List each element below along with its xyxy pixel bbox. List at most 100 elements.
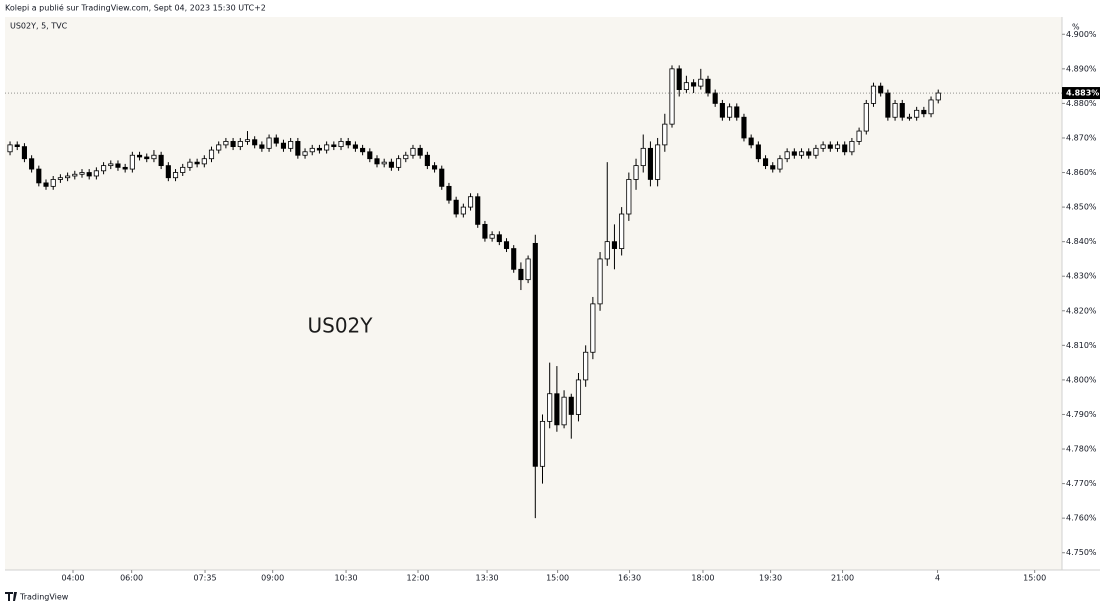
candle-body (302, 151, 308, 156)
footer: TradingView (19, 593, 69, 602)
candle-body (518, 268, 524, 281)
candle-body (187, 161, 193, 168)
candle-body (388, 161, 394, 168)
candle-body (784, 151, 790, 160)
candle-body (201, 158, 207, 165)
candle-body (208, 149, 215, 160)
x-tick-label: 10:30 (335, 574, 358, 583)
logo (5, 592, 17, 601)
price-axis (1062, 17, 1100, 570)
x-tick-label: 15:00 (1023, 574, 1046, 583)
candle-body (691, 82, 697, 87)
candle-body (885, 92, 891, 118)
last-price-tag (1062, 87, 1100, 100)
candle-body (331, 144, 337, 148)
y-tick-label: 4.850% (1066, 203, 1097, 212)
candle-body (633, 165, 639, 180)
y-tick-label: 4.800% (1066, 375, 1097, 384)
candle-body (108, 163, 114, 167)
candle-body (21, 146, 27, 160)
candle-body (237, 141, 243, 148)
x-tick-label: 18:00 (691, 574, 714, 583)
last-price-label: 4.883% (1066, 89, 1099, 98)
x-tick-label: 04:00 (61, 574, 84, 583)
candle-body (489, 234, 495, 239)
candle-body (626, 179, 632, 215)
candle-body (503, 241, 510, 249)
candle-body (705, 78, 711, 94)
candle-body (827, 144, 833, 149)
candle-body (597, 258, 603, 305)
x-tick-label: 09:00 (261, 574, 284, 583)
candle-body (7, 144, 13, 153)
candle-body (144, 156, 150, 160)
candle-body (165, 165, 171, 179)
y-tick-label: 4.830% (1066, 272, 1097, 281)
candle-body (424, 154, 430, 167)
candle-body (842, 144, 848, 153)
candle-body (396, 158, 402, 168)
x-tick-label: 15:00 (546, 574, 569, 583)
candle-body (734, 106, 740, 118)
candle-body (575, 379, 582, 415)
y-tick-label: 4.820% (1066, 306, 1097, 315)
candle-body (532, 242, 538, 467)
candle-body (727, 106, 733, 118)
candle-body (741, 116, 747, 139)
candle-body (216, 144, 222, 151)
candle-body (770, 165, 776, 170)
candle-body (136, 154, 143, 158)
candle-body (14, 144, 20, 148)
candle-body (288, 141, 294, 149)
candle-body (374, 158, 380, 165)
candle-body (280, 142, 287, 149)
y-tick-label: 4.880% (1066, 99, 1097, 108)
candle-body (698, 78, 704, 87)
candle-body (410, 147, 416, 156)
candle-body (367, 151, 373, 160)
candle-body (295, 141, 301, 156)
candle-body (834, 144, 841, 149)
x-tick-label: 19:30 (759, 574, 782, 583)
candle-body (115, 163, 121, 168)
candle-body (309, 147, 315, 153)
symbol: US02Y, 5, TVC (10, 22, 68, 31)
unit: % (1072, 23, 1080, 32)
y-tick-label: 4.770% (1066, 479, 1097, 488)
candle-body (50, 179, 56, 187)
x-tick-label: 07:35 (194, 574, 217, 583)
candle-body (446, 185, 452, 201)
candle-body (475, 196, 481, 225)
candle-body (820, 144, 826, 149)
y-tick-label: 4.870% (1066, 133, 1097, 142)
candle-body (935, 92, 941, 101)
candle-body (316, 147, 322, 151)
candle-body (72, 173, 78, 177)
candle-body (647, 147, 653, 180)
candle-body (676, 68, 682, 90)
candle-body (86, 172, 92, 177)
x-tick-label: 4 (935, 574, 940, 583)
candle-body (338, 141, 344, 148)
candle-body (669, 68, 675, 125)
candle-body (57, 177, 63, 180)
candle-body (223, 141, 229, 146)
candle-body (36, 168, 42, 184)
candle-body (604, 241, 610, 260)
candle-body (230, 141, 236, 148)
candle-body (158, 154, 164, 167)
candle-body (417, 147, 423, 156)
x-tick-label: 06:00 (120, 574, 143, 583)
candle-body (29, 158, 35, 170)
candle-body (870, 85, 877, 104)
candle-body (748, 137, 754, 146)
candle-body (906, 116, 913, 119)
candle-body (65, 175, 71, 179)
candle-body (467, 196, 474, 208)
candle-body (583, 351, 589, 381)
candle-body (496, 234, 502, 243)
candle-body (101, 165, 107, 172)
candle-body (252, 139, 258, 146)
